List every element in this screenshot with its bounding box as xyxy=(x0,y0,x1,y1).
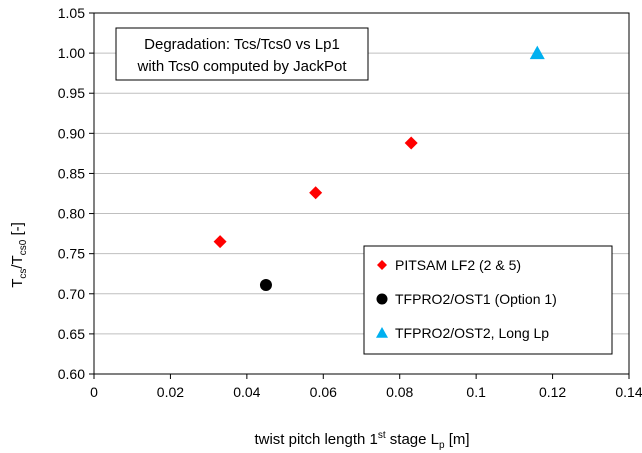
y-tick-label: 0.90 xyxy=(58,125,85,141)
y-label-slash: /T xyxy=(9,255,26,268)
y-label-unit: [-] xyxy=(9,222,26,240)
y-tick-label: 0.95 xyxy=(58,85,85,101)
y-tick-labels: 0.60 0.65 0.70 0.75 0.80 0.85 0.90 0.95 1.00 1.05 xyxy=(58,5,94,382)
data-point-series-1 xyxy=(404,136,418,150)
annotation-line-2: with Tcs0 computed by JackPot xyxy=(137,58,348,75)
x-label-sub: p xyxy=(439,440,445,451)
x-tick-label: 0.06 xyxy=(310,384,337,400)
legend-frame xyxy=(363,245,613,355)
x-label-mid: stage L xyxy=(386,431,439,448)
legend-label-pitsam: PITSAM LF2 (2 & 5) xyxy=(395,257,521,273)
x-tick-label: 0.08 xyxy=(386,384,413,400)
legend-marker-2 xyxy=(376,293,388,305)
annotation-line-1: Degradation: Tcs/Tcs0 vs Lp1 xyxy=(144,36,340,53)
y-tick-label: 0.85 xyxy=(58,165,85,181)
annotation-frame xyxy=(115,27,369,81)
plot-area xyxy=(93,12,630,375)
legend-label-ost2: TFPRO2/OST2, Long Lp xyxy=(395,325,549,341)
y-axis-label: Tcs/Tcs0 [-] xyxy=(9,222,29,288)
y-label-sub1: cs xyxy=(18,269,29,279)
x-tick-labels: 0 0.02 0.04 0.06 0.08 0.1 0.12 0.14 xyxy=(90,374,642,400)
legend-markers xyxy=(376,260,388,338)
legend-marker-3 xyxy=(376,327,388,338)
x-tick-label: 0.14 xyxy=(615,384,642,400)
x-tick-label: 0.04 xyxy=(233,384,260,400)
x-tick-label: 0.12 xyxy=(539,384,566,400)
x-tick-label: 0 xyxy=(90,384,98,400)
y-label-t1: T xyxy=(9,279,26,288)
data-points xyxy=(213,45,545,291)
x-axis-label: twist pitch length 1st stage Lp [m] xyxy=(254,430,469,451)
data-point-series-1 xyxy=(309,186,323,200)
y-label-sub2: cs0 xyxy=(18,239,29,255)
x-tick-label: 0.1 xyxy=(466,384,486,400)
legend: PITSAM LF2 (2 & 5) TFPRO2/OST1 (Option 1… xyxy=(363,245,613,355)
data-point-series-3 xyxy=(529,45,545,60)
y-tick-label: 0.70 xyxy=(58,286,85,302)
y-tick-label: 0.65 xyxy=(58,326,85,342)
y-tick-label: 0.80 xyxy=(58,206,85,222)
x-label-unit: [m] xyxy=(445,431,470,448)
y-tick-label: 1.00 xyxy=(58,45,85,61)
data-point-series-2 xyxy=(259,278,272,291)
data-point-series-1 xyxy=(213,235,227,249)
y-tick-label: 1.05 xyxy=(58,5,85,21)
legend-label-ost1: TFPRO2/OST1 (Option 1) xyxy=(395,291,557,307)
annotation-box: Degradation: Tcs/Tcs0 vs Lp1 with Tcs0 c… xyxy=(115,27,369,81)
gridlines xyxy=(94,52,629,335)
legend-marker-1 xyxy=(377,260,387,270)
x-label-main: twist pitch length 1 xyxy=(254,431,377,448)
x-label-sup: st xyxy=(378,430,386,441)
y-tick-label: 0.75 xyxy=(58,246,85,262)
y-tick-label: 0.60 xyxy=(58,366,85,382)
x-tick-label: 0.02 xyxy=(157,384,184,400)
